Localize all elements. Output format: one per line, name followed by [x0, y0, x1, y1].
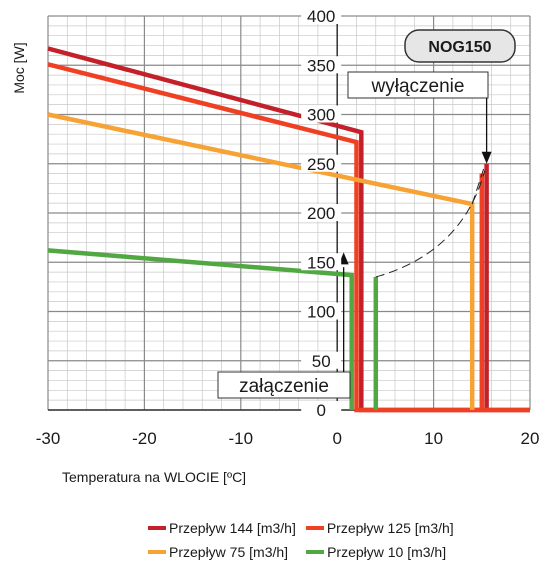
- legend-item: Przepływ 10 [m3/h]: [306, 544, 446, 560]
- y-tick-label: 50: [312, 352, 331, 371]
- legend-item: Przepływ 125 [m3/h]: [305, 520, 454, 536]
- badge: NOG150: [404, 29, 516, 63]
- annotations: wyłączenie załączenie: [217, 71, 492, 399]
- x-tick-label: -30: [36, 429, 61, 448]
- x-axis-label: Temperatura na WLOCIE [ºC]: [62, 469, 246, 485]
- y-tick-label: 350: [307, 56, 335, 75]
- legend-swatch: [305, 526, 324, 530]
- y-tick-label-bg: [301, 154, 342, 172]
- legend-label: Przepływ 125 [m3/h]: [326, 520, 454, 536]
- legend-swatch: [148, 550, 166, 554]
- annotation-box: [347, 71, 489, 99]
- legend-label: Przepływ 75 [m3/h]: [169, 544, 289, 560]
- series-line-3: [47, 248, 354, 410]
- y-tick-label-bg: [301, 7, 342, 24]
- y-tick-label: 300: [307, 106, 335, 125]
- y-tick-label-bg: [301, 253, 342, 271]
- x-tick-label: -10: [229, 429, 254, 448]
- y-tick-label-bg: [301, 302, 342, 320]
- x-tick-label: -20: [132, 429, 157, 448]
- x-tick-label: 0: [332, 429, 341, 448]
- y-tick-label: 150: [307, 253, 335, 272]
- badge-label: NOG150: [428, 39, 491, 56]
- x-tick-label: 20: [521, 429, 540, 448]
- y-axis-label: Moc [W]: [11, 42, 27, 93]
- legend-item: Przepływ 75 [m3/h]: [148, 544, 288, 560]
- legend-label: Przepływ 144 [m3/h]: [169, 520, 296, 536]
- y-tick-label-bg: [301, 56, 342, 74]
- series-lines: [47, 46, 530, 413]
- annotation-arrowhead: [481, 151, 492, 164]
- legend-item: Przepływ 144 [m3/h]: [148, 520, 296, 536]
- annotation-label: wyłączenie: [371, 76, 465, 97]
- y-tick-label-bg: [301, 204, 342, 221]
- annotation-label: załączenie: [239, 376, 329, 397]
- legend-label: Przepływ 10 [m3/h]: [327, 544, 447, 560]
- legend: Przepływ 144 [m3/h] Przepływ 125 [m3/h] …: [0, 520, 550, 564]
- annotation-box: [217, 371, 351, 399]
- y-tick-label-bg: [301, 351, 342, 369]
- y-tick-label: 250: [307, 155, 335, 174]
- y-tick-label: 100: [307, 303, 335, 322]
- series-line-1: [47, 62, 530, 413]
- series-line-0: [47, 46, 530, 413]
- dashed-connector: [375, 170, 486, 278]
- x-tick-label: 10: [424, 429, 443, 448]
- y-tick-label: 0: [316, 401, 325, 420]
- y-tick-label: 200: [307, 204, 335, 223]
- legend-swatch: [148, 526, 166, 530]
- y-tick-label-bg: [301, 401, 342, 418]
- y-tick-label-bg: [301, 105, 342, 123]
- legend-swatch: [306, 550, 325, 554]
- y-tick-label: 400: [307, 7, 335, 26]
